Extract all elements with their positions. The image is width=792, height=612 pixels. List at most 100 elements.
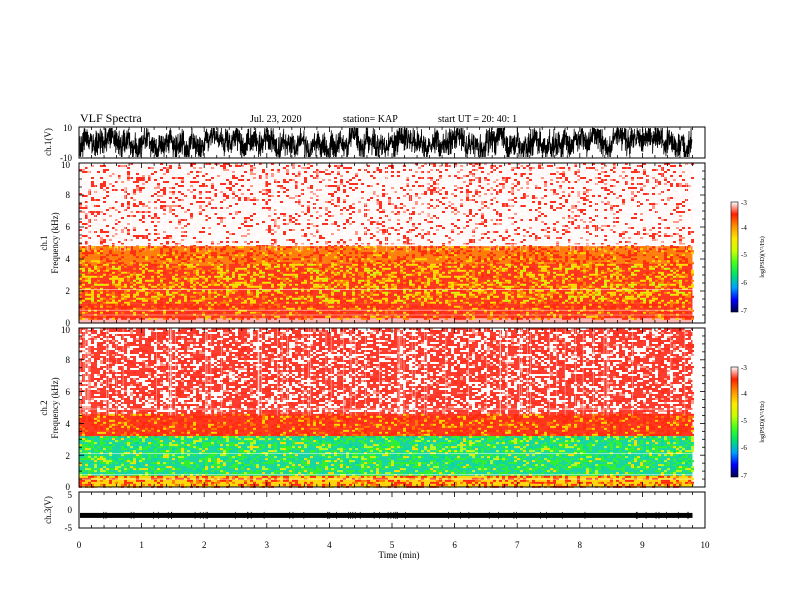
spectrogram-cell: [631, 231, 634, 233]
spectrogram-cell: [544, 173, 547, 175]
spectrogram-cell: [412, 231, 415, 233]
spectrogram-cell: [670, 231, 673, 233]
spectrogram-cell: [583, 175, 586, 177]
spectrogram-cell: [196, 241, 199, 243]
spectrogram-cell: [268, 167, 271, 169]
spectrogram-cell: [139, 203, 142, 205]
spectrogram-cell: [208, 191, 211, 193]
spectrogram-cell: [517, 171, 520, 173]
spectrogram-cell: [166, 225, 169, 227]
spectrogram-cell: [157, 221, 160, 223]
spectrogram-cell: [196, 252, 199, 254]
spectrogram-cell: [370, 237, 373, 239]
spectrogram-cell: [622, 189, 625, 191]
spectrogram-cell: [604, 175, 607, 177]
spectrogram-cell: [643, 239, 646, 241]
figure-title: VLF Spectra: [80, 111, 142, 125]
spectrogram-cell: [289, 252, 292, 254]
spectrogram-cell: [364, 252, 367, 254]
spectrogram-cell: [547, 231, 550, 233]
spectrogram-cell: [571, 209, 574, 211]
spectrogram-cell: [661, 175, 664, 177]
spectrogram-cell: [640, 183, 643, 185]
spectrogram-cell: [298, 254, 301, 256]
spectrogram-cell: [439, 195, 442, 197]
spectrogram-cell: [247, 205, 250, 207]
spectrogram-cell: [82, 211, 85, 213]
spectrogram-cell: [388, 256, 391, 258]
spectrogram-cell: [292, 231, 295, 233]
spectrogram-cell: [208, 201, 211, 203]
spectrogram-cell: [382, 256, 385, 258]
spectrogram-cell: [208, 250, 211, 252]
spectrogram-cell: [646, 241, 649, 243]
spectrogram-cell: [445, 193, 448, 195]
spectrogram-cell: [616, 235, 619, 237]
spectrogram-cell: [466, 185, 469, 187]
spectrogram-cell: [166, 246, 169, 248]
spectrogram-cell: [514, 219, 517, 221]
spectrogram-cell: [421, 181, 424, 183]
spectrogram-cell: [523, 167, 526, 169]
spectrogram-cell: [238, 229, 241, 231]
spectrogram-cell: [349, 205, 352, 207]
spectrogram-cell: [82, 205, 85, 207]
spectrogram-cell: [532, 227, 535, 229]
spectrogram-cell: [517, 233, 520, 235]
spectrogram-cell: [652, 187, 655, 189]
spectrogram-cell: [553, 197, 556, 199]
spectrogram-cell: [244, 215, 247, 217]
spectrogram-cell: [166, 256, 169, 258]
spectrogram-cell: [106, 189, 109, 191]
spectrogram-cell: [634, 241, 637, 243]
spectrogram-cell: [181, 256, 184, 258]
spectrogram-cell: [97, 187, 100, 189]
spectrogram-cell: [475, 191, 478, 193]
spectrogram-cell: [442, 205, 445, 207]
spectrogram-cell: [286, 233, 289, 235]
spectrogram-cell: [637, 171, 640, 173]
spectrogram-cell: [469, 191, 472, 193]
spectrogram-cell: [622, 191, 625, 193]
spectrogram-cell: [511, 223, 514, 225]
spectrogram-cell: [217, 199, 220, 201]
spectrogram-cell: [616, 199, 619, 201]
spectrogram-cell: [169, 256, 172, 258]
spectrogram-cell: [271, 229, 274, 231]
spectrogram-cell: [217, 217, 220, 219]
spectrogram-cell: [367, 225, 370, 227]
spectrogram-cell: [544, 215, 547, 217]
spectrogram-cell: [373, 254, 376, 256]
spectrogram-cell: [349, 217, 352, 219]
spectrogram-cell: [202, 169, 205, 171]
spectrogram-cell: [493, 165, 496, 167]
spectrogram-cell: [433, 241, 436, 243]
spectrogram-cell: [478, 231, 481, 233]
spectrogram-cell: [556, 217, 559, 219]
spectrogram-cell: [421, 167, 424, 169]
spectrogram-cell: [166, 258, 169, 260]
spectrogram-cell: [190, 195, 193, 197]
spectrogram-cell: [667, 227, 670, 229]
spectrogram-cell: [616, 215, 619, 217]
spectrogram-cell: [178, 187, 181, 189]
spectrogram-cell: [97, 246, 100, 248]
spectrogram-cell: [145, 239, 148, 241]
spectrogram-cell: [598, 221, 601, 223]
spectrogram-cell: [256, 213, 259, 215]
spectrogram-cell: [586, 237, 589, 239]
spectrogram-cell: [472, 175, 475, 177]
spectrogram-cell: [637, 215, 640, 217]
spectrogram-cell: [292, 241, 295, 243]
spectrogram-cell: [319, 258, 322, 260]
spectrogram-cell: [460, 205, 463, 207]
spectrogram-cell: [475, 187, 478, 189]
spectrogram-cell: [133, 207, 136, 209]
spectrogram-cell: [196, 195, 199, 197]
spectrogram-cell: [493, 207, 496, 209]
spectrogram-cell: [562, 195, 565, 197]
spectrogram-cell: [364, 209, 367, 211]
spectrogram-cell: [313, 235, 316, 237]
spectrogram-cell: [643, 193, 646, 195]
spectrogram-cell: [184, 211, 187, 213]
